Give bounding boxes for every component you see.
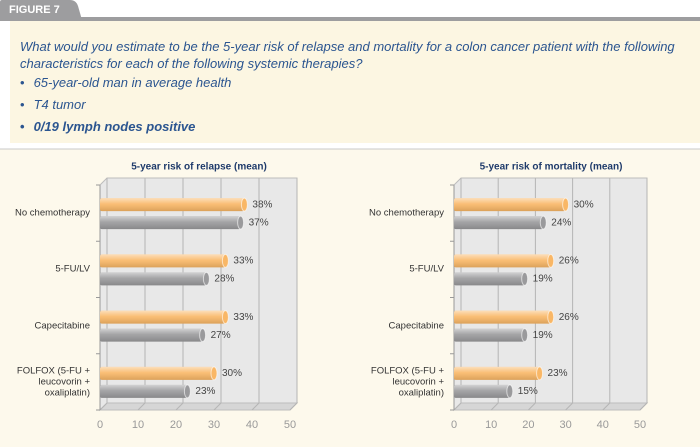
grid-floor-line (528, 402, 536, 411)
bullet: 65-year-old man in average health (20, 74, 685, 91)
floor (98, 402, 299, 411)
x-tick-label: 10 (132, 419, 144, 431)
data-label: 27% (211, 330, 231, 341)
bullet: T4 tumor (20, 96, 685, 113)
bullet: 0/19 lymph nodes positive (20, 118, 685, 135)
bar (100, 310, 229, 325)
data-label: 15% (518, 386, 538, 397)
bar (454, 253, 555, 268)
y-tick-label: Capecitabine (34, 320, 90, 332)
grid-floor-line (175, 402, 184, 411)
question: What would you estimate to be the 5-year… (20, 39, 675, 71)
header-rule (0, 17, 700, 21)
x-tick-label: 10 (485, 419, 497, 431)
data-label: 28% (214, 274, 234, 285)
grid-floor-line (251, 402, 260, 411)
data-label: 38% (252, 199, 272, 210)
bar (100, 384, 191, 399)
y-tick-label: Capecitabine (388, 320, 444, 332)
grid-floor-line (99, 402, 108, 411)
bar (100, 215, 245, 230)
bar (100, 366, 218, 381)
y-tick-label: 5-FU/LV (409, 263, 444, 275)
y-tick-label: No chemotherapy (369, 207, 444, 219)
x-tick-label: 20 (170, 419, 182, 431)
data-label: 37% (249, 217, 269, 228)
x-tick-label: 0 (97, 419, 103, 431)
x-tick-label: 30 (559, 419, 571, 431)
data-label: 30% (222, 368, 242, 379)
bar (100, 197, 248, 212)
grid-floor-line (639, 402, 648, 411)
x-tick-label: 30 (208, 419, 220, 431)
data-label: 19% (533, 330, 553, 341)
grid-floor-line (490, 402, 499, 411)
y-tick-label: 5-FU/LV (55, 263, 90, 275)
data-label: 19% (533, 274, 553, 285)
bullet-list: 65-year-old man in average health T4 tum… (20, 74, 685, 135)
data-label: 24% (551, 217, 571, 228)
data-label: 23% (548, 368, 568, 379)
question-block: What would you estimate to be the 5-year… (20, 38, 685, 140)
bar (454, 384, 514, 399)
floor (452, 402, 649, 411)
figure-tab (0, 0, 82, 20)
x-tick-label: 40 (597, 419, 609, 431)
bar (100, 253, 229, 268)
data-label: 30% (574, 199, 594, 210)
grid-floor-line (137, 402, 146, 411)
chart-title: 5-year risk of mortality (mean) (480, 162, 623, 173)
x-tick-label: 20 (522, 419, 534, 431)
x-tick-label: 50 (634, 419, 646, 431)
data-label: 33% (233, 312, 253, 323)
data-label: 26% (559, 312, 579, 323)
grid-floor-line (289, 402, 298, 411)
y-tick-label: FOLFOX (5-FU + leucovorin + oxaliplatin) (370, 365, 444, 399)
figure-label: FIGURE 7 (9, 4, 60, 16)
bar (454, 366, 544, 381)
bar (100, 328, 207, 343)
y-tick-label: FOLFOX (5-FU + leucovorin + oxaliplatin) (16, 365, 90, 399)
bar (454, 271, 529, 286)
bar (454, 215, 547, 230)
x-tick-label: 0 (451, 419, 457, 431)
y-tick-label: No chemotherapy (15, 207, 90, 219)
x-tick-label: 40 (246, 419, 258, 431)
chart-title: 5-year risk of relapse (mean) (131, 162, 267, 173)
bar (454, 328, 529, 343)
data-label: 26% (559, 256, 579, 267)
grid-floor-line (565, 402, 573, 411)
bar (454, 310, 555, 325)
grid-floor-line (213, 402, 222, 411)
grid-floor-line (453, 402, 462, 411)
data-label: 33% (233, 256, 253, 267)
bar (100, 271, 210, 286)
data-label: 23% (195, 386, 215, 397)
grid-floor-line (602, 402, 611, 411)
bar (454, 197, 570, 212)
x-tick-label: 50 (284, 419, 296, 431)
